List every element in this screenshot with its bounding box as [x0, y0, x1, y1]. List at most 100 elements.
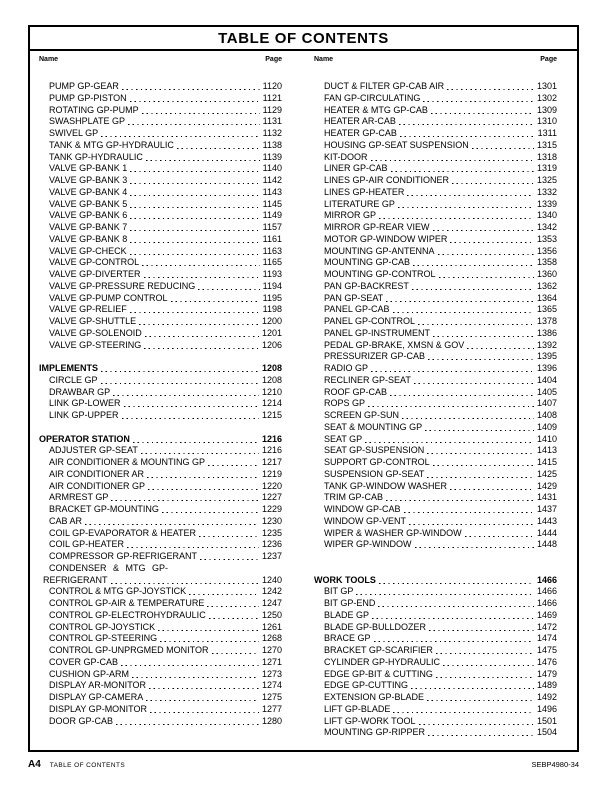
toc-page-number: 1408 [536, 410, 557, 420]
toc-column-right: Name Page DUCT & FILTER GP-CAB AIR 1301 FA… [314, 56, 557, 739]
dot-leader [365, 433, 534, 446]
toc-row: TANK GP-HYDRAULIC 1139 [39, 151, 282, 164]
toc-page-number: 1208 [261, 363, 282, 373]
dot-leader [393, 703, 534, 716]
dot-leader [121, 81, 260, 93]
toc-entry-label: DISPLAY GP-MONITOR [49, 703, 148, 714]
dot-leader [370, 151, 534, 164]
toc-entry-label: WINDOW GP-CAB [324, 504, 401, 514]
toc-entry-label: VALVE GP-SHUTTLE [49, 316, 137, 326]
toc-entry-label: TANK & MTG GP-HYDRAULIC [49, 139, 174, 150]
toc-row: CAB AR 1230 [39, 515, 282, 528]
toc-entry-label: PUMP GP-GEAR [49, 81, 119, 91]
toc-page-number: 1407 [536, 398, 557, 409]
toc-page-number: 1242 [261, 586, 282, 597]
toc-page-number: 1139 [262, 151, 282, 162]
toc-blank-row [39, 351, 282, 363]
dot-leader [378, 574, 534, 587]
toc-entry-label: MIRROR GP [324, 210, 377, 221]
toc-entry-label: VALVE GP-BANK 4 [49, 186, 128, 197]
toc-page-number: 1362 [536, 280, 557, 291]
toc-entry-label: AIR CONDITIONER & MOUNTING GP [49, 457, 206, 467]
toc-entry-label: CONTROL GP-AIR & TEMPERATURE [49, 598, 205, 608]
toc-entry-label: CONTROL GP-ELECTROHYDRAULIC [49, 609, 206, 620]
toc-page-number: 1277 [261, 703, 282, 714]
dot-leader [144, 339, 259, 352]
dot-leader [403, 504, 534, 516]
toc-page-number: 1360 [536, 269, 557, 279]
toc-entry-label: BIT GP-END [324, 598, 376, 608]
dot-leader [160, 633, 259, 645]
toc-entry-label: LIFT GP-BLADE [324, 703, 391, 714]
toc-row: CONTROL GP-JOYSTICK 1261 [39, 621, 282, 634]
dot-leader [368, 398, 534, 410]
toc-page-number: 1340 [536, 210, 557, 221]
toc-page-number: 1311 [537, 128, 557, 138]
toc-row: VALVE GP-DIVERTER 1193 [39, 269, 282, 281]
dot-leader [199, 527, 259, 540]
toc-entry-label: PUMP GP-PISTON [49, 92, 127, 103]
toc-row: VALVE GP-SHUTTLE 1200 [39, 316, 282, 328]
toc-page-number: 1489 [536, 680, 557, 691]
dot-leader [418, 715, 534, 728]
toc-page-number: 1240 [261, 574, 282, 585]
dot-leader [429, 621, 534, 634]
toc-page-number: 1271 [261, 656, 282, 667]
toc-entry-label: MOUNTING GP-RIPPER [324, 727, 426, 738]
toc-entry-label: MOUNTING GP-ANTENNA [324, 245, 435, 256]
toc-entry-label: TANK GP-HYDRAULIC [49, 151, 143, 162]
toc-row: ADJUSTER GP-SEAT 1216 [39, 445, 282, 457]
toc-page-number: 1386 [536, 327, 557, 338]
dot-leader [409, 515, 534, 528]
toc-row: ROTATING GP-PUMP 1129 [39, 104, 282, 117]
toc-page-number: 1214 [261, 398, 282, 409]
toc-page-number: 1198 [262, 304, 282, 315]
dot-leader [110, 574, 259, 587]
toc-page-number: 1206 [261, 339, 282, 350]
toc-page-number: 1250 [261, 609, 282, 620]
dot-leader [129, 304, 260, 316]
dot-leader [427, 468, 534, 481]
dot-leader [356, 586, 534, 598]
toc-page-number: 1318 [536, 151, 557, 162]
toc-page-number: 1215 [261, 410, 282, 420]
toc-page-number: 1161 [262, 233, 282, 244]
dot-leader [432, 222, 534, 234]
dot-leader [147, 468, 259, 481]
toc-entry-label: DUCT & FILTER GP-CAB AIR [324, 81, 445, 91]
toc-entry-label: MOUNTING GP-CONTROL [324, 269, 436, 279]
dot-leader [129, 245, 260, 258]
toc-page-number: 1472 [536, 621, 557, 632]
toc-row: LIFT GP-BLADE 1496 [314, 703, 557, 716]
toc-entry-label: PANEL GP-CONTROL [324, 316, 416, 326]
toc-entry-label: LINK GP-UPPER [49, 410, 119, 420]
toc-entry-label: LIFT GP-WORK TOOL [324, 715, 416, 726]
dot-leader [447, 81, 534, 93]
toc-page-number: 1163 [262, 245, 282, 256]
toc-page-number: 1165 [262, 257, 282, 268]
dot-leader [211, 645, 259, 657]
toc-row: LINES GP-HEATER 1332 [314, 186, 557, 199]
dot-leader [450, 233, 534, 246]
toc-page-number: 1342 [536, 222, 557, 232]
dot-leader [411, 280, 534, 293]
toc-row: WORK TOOLS 1466 [314, 574, 557, 587]
toc-entry-label: CYLINDER GP-HYDRAULIC [324, 656, 441, 667]
dot-leader [129, 92, 260, 105]
toc-page-number: 1496 [536, 703, 557, 714]
toc-entry-label: RADIO GP [324, 363, 369, 373]
toc-page-number: 1353 [536, 233, 557, 244]
toc-row: CYLINDER GP-HYDRAULIC 1476 [314, 656, 557, 669]
toc-row: HOUSING GP-SEAT SUSPENSION 1315 [314, 139, 557, 152]
toc-row: CONTROL GP-UNPRGMED MONITOR 1270 [39, 645, 282, 657]
toc-page-number: 1339 [536, 198, 557, 209]
dot-leader [373, 633, 534, 645]
toc-entry-label: DOOR GP-CAB [49, 715, 114, 726]
dot-leader [372, 609, 534, 622]
toc-rows: DUCT & FILTER GP-CAB AIR 1301 FAN GP-CIRCU… [314, 81, 557, 739]
toc-row: SEAT GP-SUSPENSION 1413 [314, 445, 557, 457]
toc-entry-label: COVER GP-CAB [49, 656, 119, 667]
toc-entry-label: HEATER GP-CAB [324, 128, 397, 138]
dot-leader [85, 515, 259, 528]
dot-leader [411, 680, 534, 692]
